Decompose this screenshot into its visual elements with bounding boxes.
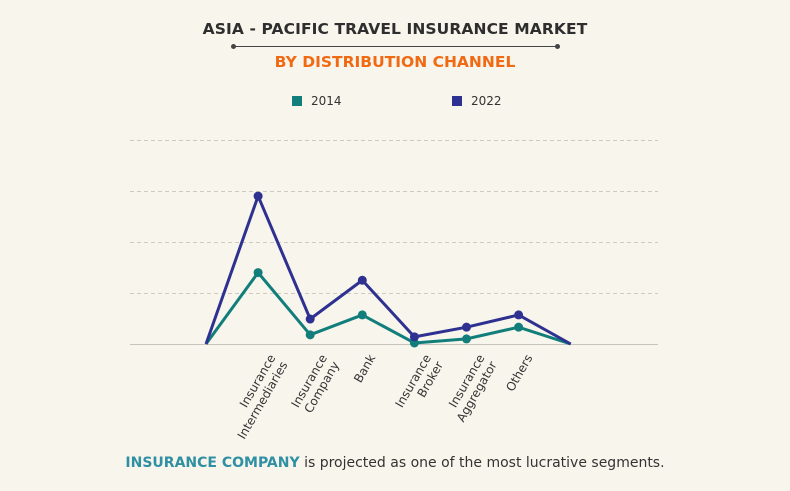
- data-point-2022: [253, 191, 263, 201]
- series-line-2014: [204, 271, 572, 346]
- series-line-2022: [204, 194, 572, 346]
- data-point-2014: [253, 268, 263, 278]
- legend-swatch-2014: [292, 96, 302, 106]
- caption: INSURANCE COMPANY is projected as one of…: [0, 455, 790, 471]
- data-point-2022: [514, 310, 524, 320]
- data-point-2022: [409, 332, 419, 342]
- legend-swatch-2022: [452, 96, 462, 106]
- title-divider: [231, 44, 560, 49]
- legend-label: 2014: [311, 94, 342, 108]
- data-point-2014: [305, 330, 315, 340]
- caption-highlight: INSURANCE COMPANY: [125, 455, 300, 471]
- caption-text: is projected as one of the most lucrativ…: [299, 455, 665, 471]
- data-point-2022: [305, 314, 315, 324]
- data-point-2022: [462, 322, 471, 332]
- data-point-2014: [514, 322, 524, 332]
- data-point-2022: [357, 275, 367, 285]
- data-point-2014: [357, 310, 367, 320]
- data-point-2014: [462, 334, 471, 344]
- legend-label: 2022: [471, 94, 502, 108]
- legend-item-2014: 2014: [292, 94, 342, 108]
- legend-item-2022: 2022: [452, 94, 502, 108]
- chart-subtitle: BY DISTRIBUTION CHANNEL: [274, 53, 516, 71]
- chart-title: ASIA - PACIFIC TRAVEL INSURANCE MARKET: [202, 20, 588, 38]
